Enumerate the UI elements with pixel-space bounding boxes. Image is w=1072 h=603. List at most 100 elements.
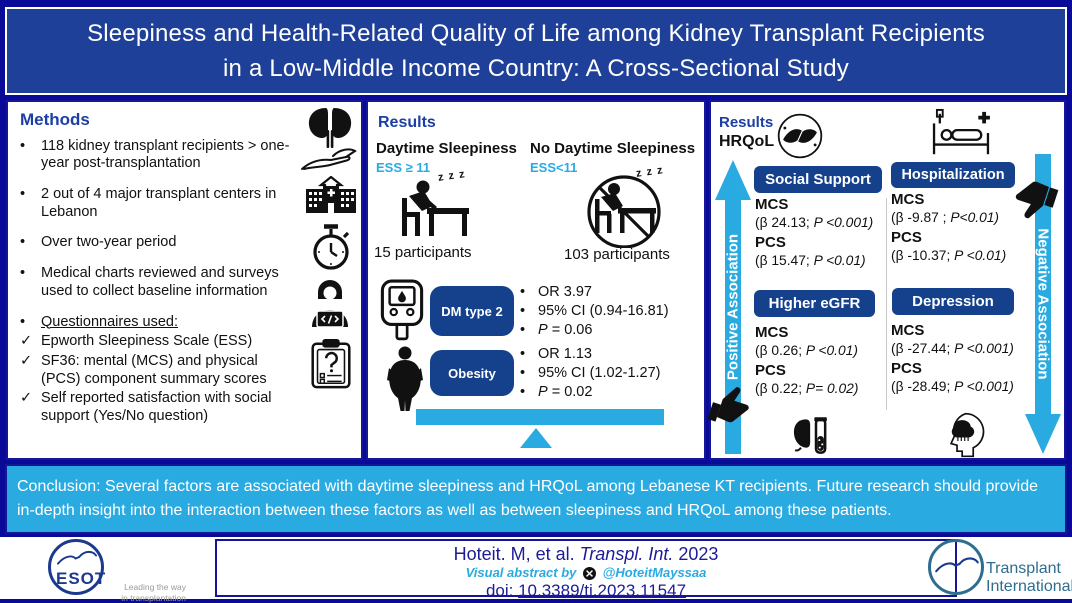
higher-egfr-badge: Higher eGFR: [754, 290, 875, 317]
methods-check: ✓ Epworth Sleepiness Scale (ESS): [20, 333, 299, 351]
conclusion-text: Conclusion: Several factors are associat…: [17, 478, 1038, 519]
check-marker: ✓: [20, 390, 33, 407]
p-value: P = 0.06: [538, 322, 593, 338]
doi-line: doi: 10.3389/ti.2023.11547: [485, 581, 687, 600]
bullet-marker: •: [520, 365, 526, 381]
methods-bullet-text: Over two-year period: [41, 234, 177, 251]
methods-heading: Methods: [20, 110, 90, 129]
methods-check: ✓ SF36: mental (MCS) and physical (PCS) …: [20, 353, 299, 388]
questionnaires-heading: Questionnaires used:: [41, 313, 179, 330]
positive-association-label: Positive Association: [724, 233, 742, 381]
mcs-value: (β 24.13; P <0.001): [755, 215, 874, 230]
footer: ESOT Leading the way in transplantation H…: [0, 537, 1072, 603]
methods-bullet: • Medical charts reviewed and surveys us…: [20, 265, 299, 300]
social-support-stats: MCS (β 24.13; P <0.001) PCS (β 15.47; P …: [755, 194, 889, 272]
balance-fulcrum-icon: [520, 428, 552, 448]
methods-bullet-text: 118 kidney transplant recipients > one-y…: [41, 137, 290, 172]
bullet-marker: •: [20, 137, 26, 154]
depression-label: Depression: [912, 293, 994, 310]
citation-box: Hoteit. M, et al. Transpl. Int. 2023 Vis…: [215, 539, 957, 600]
methods-bullet-text: 2 out of 4 major transplant centers in L…: [41, 186, 277, 220]
hospitalization-label: Hospitalization: [901, 167, 1005, 183]
hrqol-results-panel: Results HRQoL: [707, 100, 1066, 460]
no-sleeping-at-desk-icon: z z z: [584, 164, 670, 250]
esot-tagline: Leading the way in transplantation: [121, 582, 186, 603]
social-support-badge: Social Support: [754, 166, 882, 193]
balance-bar: [416, 409, 664, 425]
sleepiness-results-panel: Results Daytime Sleepiness ESS ≥ 11 No D…: [366, 100, 706, 460]
bullet-marker: •: [520, 284, 526, 300]
obesity-label: Obesity: [448, 365, 496, 381]
check-marker: ✓: [20, 352, 33, 369]
pcs-value: (β 15.47; P <0.01): [755, 253, 866, 268]
dm-type2-label: DM type 2: [441, 303, 503, 319]
bullet-marker: •: [520, 346, 526, 362]
mcs-label: MCS: [891, 191, 925, 208]
depressed-brain-head-icon: [941, 412, 985, 458]
handshake-icon: [775, 112, 825, 160]
methods-bullet: • Over two-year period: [20, 234, 299, 252]
mcs-label: MCS: [755, 324, 789, 341]
dm-type2-stats: • OR 3.97 • 95% CI (0.94-16.81) • P = 0.06: [520, 284, 669, 341]
negative-association-arrow: Negative Association: [1025, 154, 1061, 454]
kidneys-icon: [304, 106, 356, 150]
twitter-handle[interactable]: @HoteitMayssaa: [602, 565, 707, 580]
data-analyst-icon: [304, 278, 356, 328]
ess-threshold: ESS ≥ 11: [376, 160, 431, 175]
pcs-value: (β -28.49; P <0.001): [891, 379, 1014, 394]
methods-bullet-text: Medical charts reviewed and surveys used…: [41, 265, 279, 299]
methods-check-text: Epworth Sleepiness Scale (ESS): [41, 333, 253, 350]
daytime-sleepiness-title: Daytime Sleepiness: [376, 140, 517, 157]
mcs-label: MCS: [891, 322, 925, 339]
x-twitter-icon: [583, 567, 597, 580]
esot-hands-icon: [54, 546, 100, 568]
bullet-marker: •: [520, 322, 526, 338]
methods-bullet: • 118 kidney transplant recipients > one…: [20, 138, 299, 173]
pcs-value: (β -10.37; P <0.01): [891, 248, 1007, 263]
questionnaire-icon: [308, 338, 354, 390]
results-heading: Results: [378, 114, 436, 131]
ci-value: 95% CI (1.02-1.27): [538, 365, 661, 381]
conclusion-banner: Conclusion: Several factors are associat…: [5, 464, 1067, 534]
glucometer-icon: [378, 278, 426, 342]
bullet-marker: •: [20, 313, 26, 330]
thumbs-down-icon: [1011, 180, 1059, 224]
dm-type2-badge: DM type 2: [430, 286, 514, 336]
bullet-marker: •: [520, 384, 526, 400]
citation: Hoteit. M, et al. Transpl. Int. 2023: [453, 544, 719, 564]
stopwatch-icon: [308, 222, 354, 272]
mcs-label: MCS: [755, 196, 789, 213]
social-support-label: Social Support: [765, 171, 871, 188]
ci-value: 95% CI (0.94-16.81): [538, 303, 669, 319]
pcs-label: PCS: [891, 360, 922, 377]
pcs-label: PCS: [891, 229, 922, 246]
mcs-value: (β -27.44; P <0.001): [891, 341, 1014, 356]
hospital-icon: [304, 176, 358, 214]
methods-check: ✓ Self reported satisfaction with social…: [20, 390, 299, 425]
giving-hand-icon: [300, 146, 358, 172]
bullet-marker: •: [20, 265, 26, 282]
methods-panel: Methods • 118 kidney transplant recipien…: [6, 100, 363, 460]
transplant-international-logo: Transplant International: [928, 538, 1072, 598]
depression-stats: MCS (β -27.44; P <0.001) PCS (β -28.49; …: [891, 320, 1025, 398]
higher-egfr-stats: MCS (β 0.26; P <0.01) PCS (β 0.22; P= 0.…: [755, 322, 889, 400]
methods-body: Methods • 118 kidney transplant recipien…: [8, 102, 361, 426]
hrqol-heading: HRQoL: [719, 133, 775, 150]
ess-threshold: ESS<11: [530, 160, 578, 175]
pcs-label: PCS: [755, 362, 786, 379]
ti-name: Transplant International: [986, 560, 1072, 596]
depression-badge: Depression: [892, 288, 1014, 315]
title-line-2: in a Low-Middle Income Country: A Cross-…: [223, 54, 849, 82]
hospital-bed-icon: [929, 108, 993, 160]
pcs-value: (β 0.22; P= 0.02): [755, 381, 859, 396]
obese-person-icon: [384, 346, 426, 412]
methods-bullet: • 2 out of 4 major transplant centers in…: [20, 186, 299, 221]
title-banner: Sleepiness and Health-Related Quality of…: [5, 7, 1067, 95]
positive-association-arrow: Positive Association: [715, 160, 751, 454]
bullet-marker: •: [20, 234, 26, 251]
bullet-marker: •: [20, 186, 26, 203]
doi-link[interactable]: 10.3389/ti.2023.11547: [518, 581, 687, 600]
sleeping-at-desk-icon: z z z: [396, 168, 476, 242]
participants-count: 15 participants: [374, 244, 472, 261]
